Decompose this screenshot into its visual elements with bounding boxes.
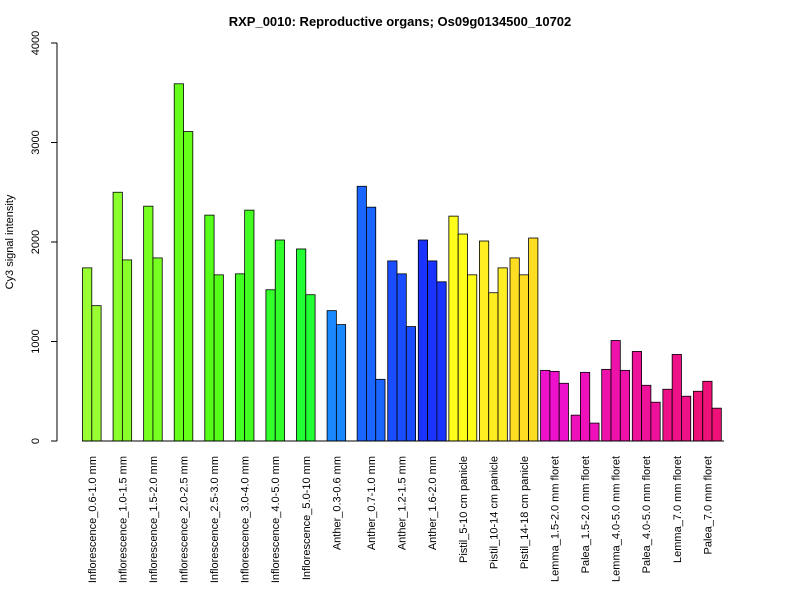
- x-tick-label: Inflorescence_2.0-2.5 mm: [179, 456, 191, 583]
- chart-title: RXP_0010: Reproductive organs; Os09g0134…: [229, 14, 572, 29]
- bar: [631, 351, 642, 442]
- y-tick-label: 2000: [30, 230, 42, 254]
- bar: [610, 340, 621, 442]
- bar: [540, 369, 551, 442]
- x-tick-label: Inflorescence_1.5-2.0 mm: [148, 456, 160, 583]
- x-tick-label: Inflorescence_0.6-1.0 mm: [87, 456, 99, 583]
- bar: [356, 185, 367, 442]
- bar: [173, 83, 184, 442]
- bar: [650, 401, 661, 442]
- bar: [82, 267, 93, 442]
- y-tick-label: 0: [30, 438, 42, 444]
- bar: [405, 326, 417, 442]
- bar: [448, 215, 459, 442]
- bar: [213, 274, 224, 442]
- bar: [711, 407, 722, 442]
- bar: [671, 354, 682, 442]
- bar: [528, 237, 539, 442]
- bar: [619, 369, 631, 442]
- x-tick-label: Anther_0.7-1.0 mm: [366, 456, 378, 550]
- bar: [366, 206, 377, 442]
- bar: [497, 267, 508, 442]
- bar: [580, 371, 591, 442]
- bar: [375, 378, 386, 442]
- bar: [518, 274, 529, 442]
- bar: [204, 214, 215, 442]
- bar: [570, 414, 581, 442]
- x-tick-label: Palea_7.0 mm floret: [702, 456, 714, 554]
- x-tick-label: Inflorescence_3.0-4.0 mm: [240, 456, 252, 583]
- x-axis-labels: Inflorescence_0.6-1.0 mm Inflorescence_1.…: [87, 456, 715, 583]
- y-tick-label: 4000: [30, 31, 42, 55]
- bar: [641, 384, 652, 442]
- bar: [601, 368, 612, 442]
- bar: [457, 233, 468, 442]
- bar: [479, 240, 490, 442]
- bar: [549, 370, 560, 442]
- bar: [387, 260, 398, 442]
- x-tick-label: Pistil_10-14 cm panicle: [488, 456, 500, 569]
- bars: [82, 83, 722, 442]
- bar: [436, 281, 447, 442]
- x-tick-label: Inflorescence_5.0-10 mm: [301, 456, 313, 580]
- bar: [662, 388, 673, 442]
- bar: [681, 395, 692, 442]
- bar: [702, 380, 713, 442]
- x-tick-label: Anther_0.3-0.6 mm: [331, 456, 343, 550]
- bar: [326, 310, 337, 442]
- x-tick-label: Anther_1.2-1.5 mm: [397, 456, 409, 550]
- bar: [488, 292, 499, 442]
- bar: [143, 205, 154, 442]
- x-tick-label: Inflorescence_2.5-3.0 mm: [209, 456, 221, 583]
- bar: [305, 294, 316, 442]
- bar: [265, 289, 276, 442]
- bar: [589, 422, 600, 442]
- bar: [467, 274, 478, 442]
- bar: [509, 257, 520, 442]
- x-tick-label: Pistil_14-18 cm panicle: [519, 456, 531, 569]
- y-tick-label: 3000: [30, 130, 42, 154]
- bar: [396, 273, 407, 442]
- x-tick-label: Lemma_7.0 mm floret: [672, 456, 684, 563]
- bar: [427, 260, 438, 442]
- x-tick-label: Pistil_5-10 cm panicle: [458, 456, 470, 563]
- bar: [417, 239, 428, 442]
- bar: [558, 382, 569, 442]
- y-axis: 0 1000 2000 3000 4000: [30, 31, 58, 444]
- bar: [112, 191, 123, 442]
- bar: [693, 390, 704, 442]
- bar: [296, 248, 307, 442]
- bar: [121, 259, 133, 442]
- y-tick-label: 1000: [30, 329, 42, 353]
- x-tick-label: Inflorescence_1.0-1.5 mm: [117, 456, 129, 583]
- x-tick-label: Lemma_4.0-5.0 mm floret: [611, 456, 623, 582]
- bar: [335, 324, 347, 442]
- bar: [91, 305, 102, 442]
- x-tick-label: Inflorescence_4.0-5.0 mm: [270, 456, 282, 583]
- x-tick-label: Lemma_1.5-2.0 mm floret: [550, 456, 562, 582]
- bar: [183, 131, 194, 442]
- x-tick-label: Anther_1.6-2.0 mm: [427, 456, 439, 550]
- x-tick-label: Palea_4.0-5.0 mm floret: [641, 456, 653, 573]
- bar: [152, 257, 163, 442]
- bar: [274, 239, 285, 442]
- y-axis-label: Cy3 signal intensity: [4, 194, 16, 289]
- x-tick-label: Palea_1.5-2.0 mm floret: [580, 456, 592, 573]
- bar: [244, 209, 255, 442]
- bar: [234, 273, 246, 442]
